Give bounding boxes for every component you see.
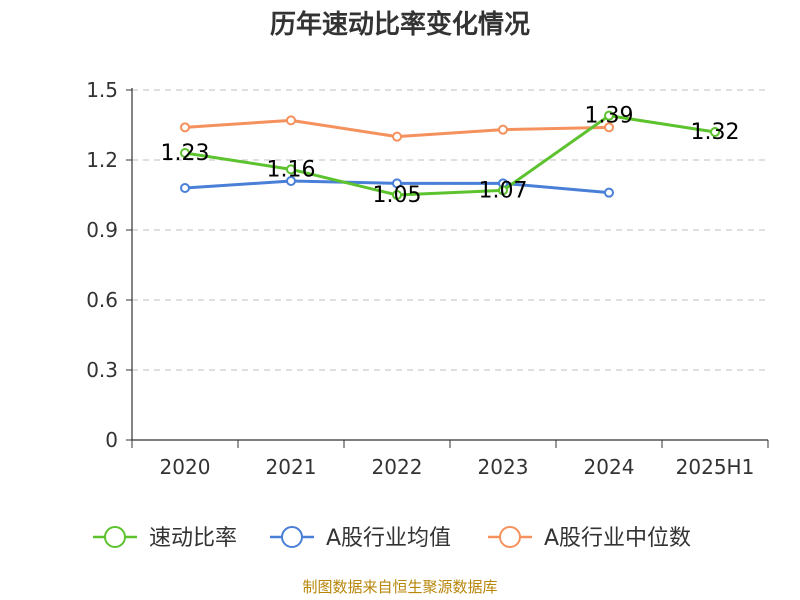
x-tick-label: 2021	[266, 455, 317, 479]
data-label: 1.23	[161, 141, 210, 166]
y-tick-label: 1.2	[86, 148, 118, 172]
legend-marker	[104, 526, 126, 548]
series-point-2	[498, 124, 508, 135]
series-point-2	[392, 131, 402, 142]
data-label: 1.32	[691, 120, 740, 145]
x-tick-label: 2020	[160, 455, 211, 479]
chart-title: 历年速动比率变化情况	[270, 9, 530, 40]
series-point-2	[180, 122, 190, 133]
legend-label: 速动比率	[149, 526, 237, 551]
legend-item-0: 速动比率	[93, 526, 237, 551]
series-point-0	[710, 127, 720, 137]
legend-item-2: A股行业中位数	[488, 526, 691, 551]
data-label: 1.05	[373, 183, 422, 208]
legend-item-1: A股行业均值	[270, 526, 451, 551]
legend-label: A股行业均值	[326, 526, 451, 551]
y-tick-label: 0	[105, 428, 118, 452]
series-point-2	[286, 115, 296, 126]
y-tick-label: 0.9	[86, 218, 118, 242]
series-point-0	[498, 185, 508, 196]
series-point-0	[392, 190, 402, 200]
x-tick-label: 2023	[478, 455, 529, 479]
series-point-0	[286, 164, 296, 175]
series-point-0	[604, 110, 614, 121]
series-point-2	[604, 122, 614, 133]
y-tick-label: 1.5	[86, 78, 118, 102]
source-note: 制图数据来自恒生聚源数据库	[302, 578, 497, 596]
legend-label: A股行业中位数	[544, 526, 691, 551]
y-tick-label: 0.3	[86, 358, 118, 382]
series-point-1	[180, 183, 190, 193]
x-tick-label: 2022	[372, 455, 423, 479]
series-point-1	[286, 176, 296, 186]
data-label: 1.07	[479, 178, 528, 203]
data-label: 1.16	[267, 157, 316, 182]
series-line-0	[184, 114, 716, 197]
legend-marker	[499, 526, 521, 548]
series-point-0	[180, 148, 190, 158]
data-label: 1.39	[585, 104, 634, 129]
series-point-1	[604, 187, 614, 198]
y-tick-label: 0.6	[86, 288, 118, 312]
series-point-1	[392, 178, 402, 189]
legend-marker	[281, 526, 303, 548]
x-tick-label: 2024	[584, 455, 635, 479]
x-tick-label: 2025H1	[676, 455, 755, 479]
